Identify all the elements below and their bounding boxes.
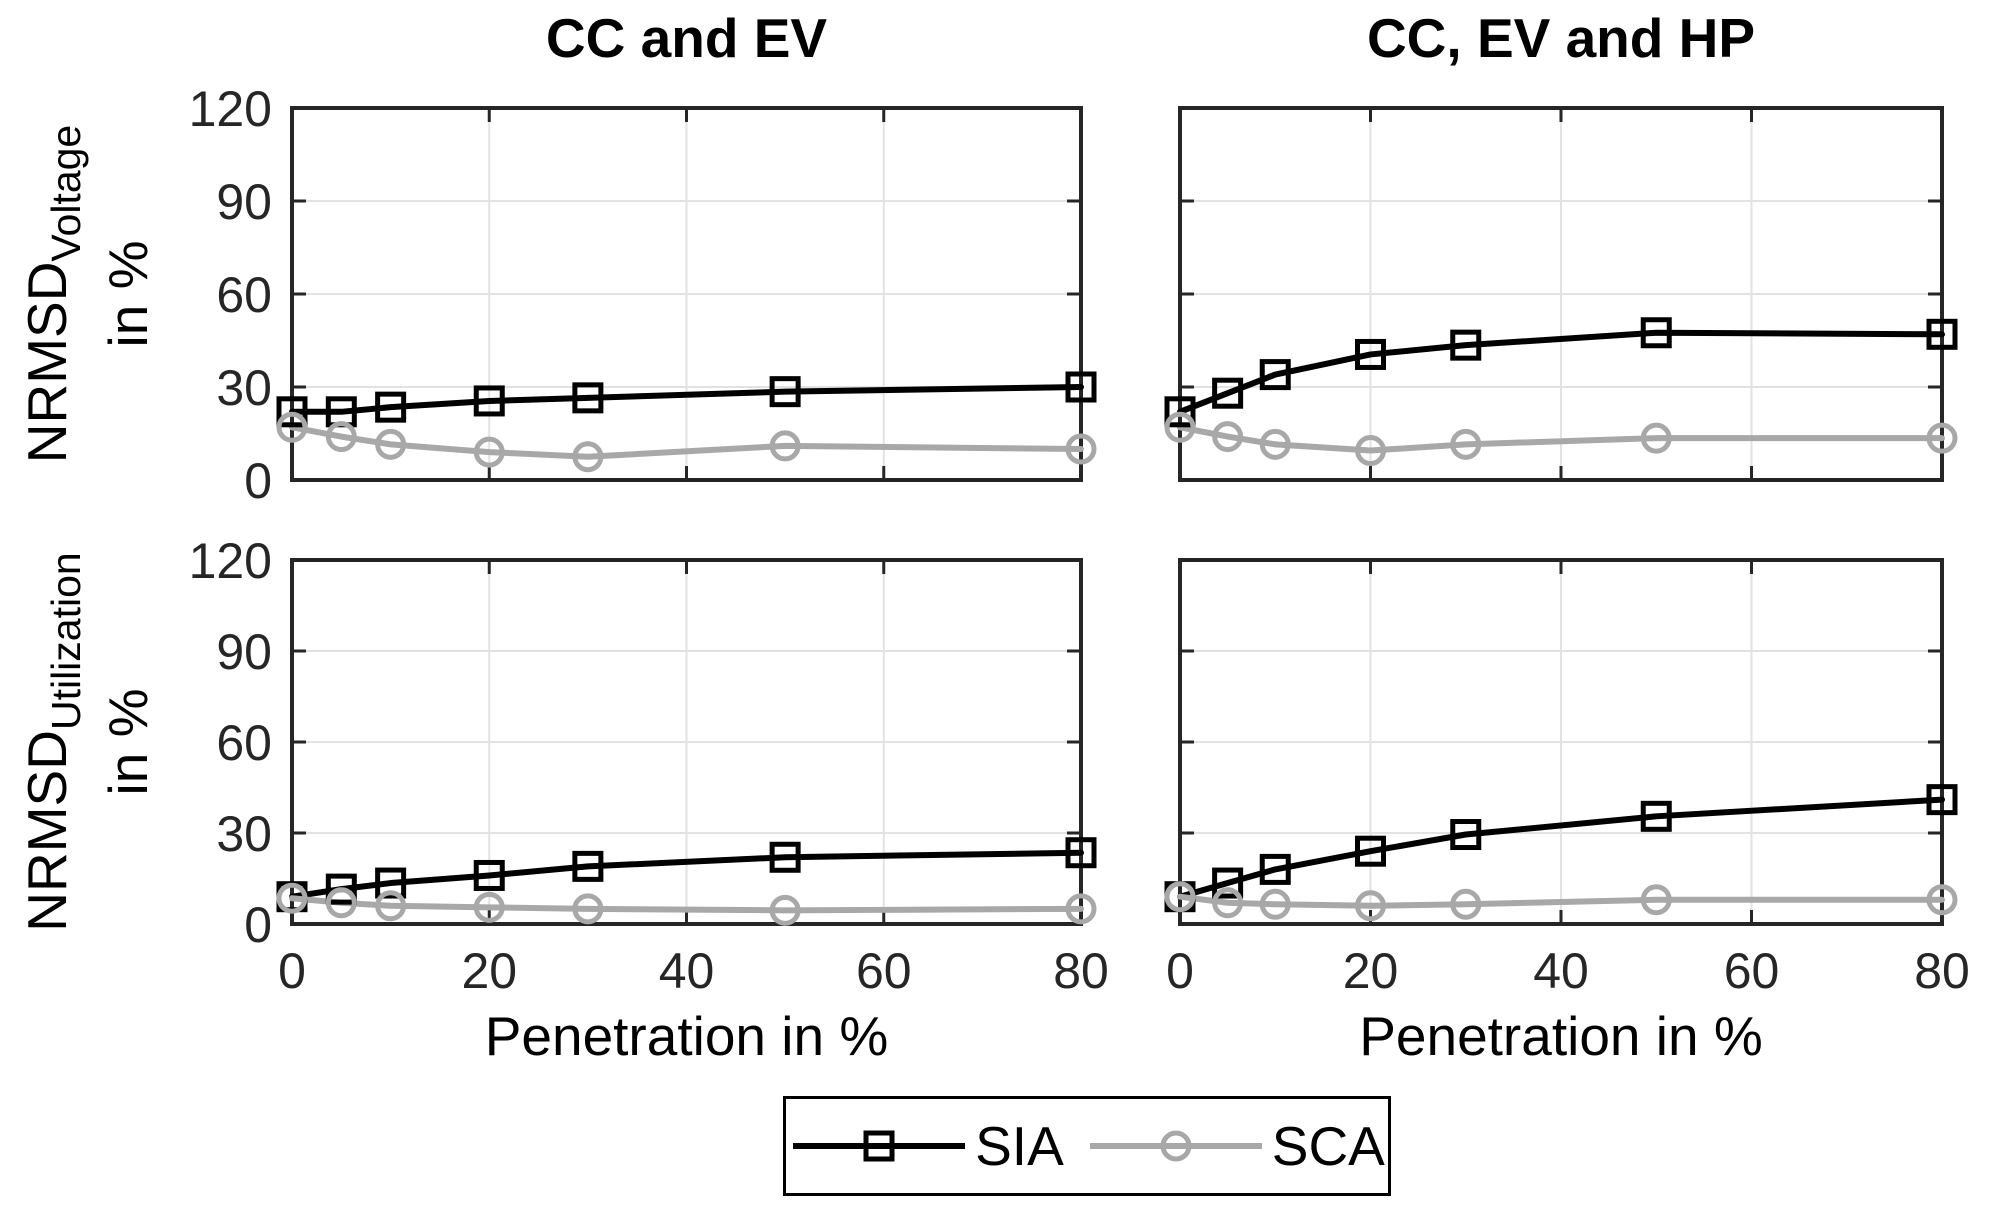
x-tick-label: 80 [1053,943,1109,999]
x-axis-label-left: Penetration in % [484,1005,889,1067]
legend-label: SIA [975,1115,1064,1177]
y-axis-label-unit: in % [97,688,159,796]
series-line-sca [1177,893,1945,909]
plot-title-left: CC and EV [545,7,828,69]
plot-title-right: CC, EV and HP [1366,7,1756,69]
x-tick-label: 40 [1533,943,1589,999]
y-tick-label: 120 [189,81,272,137]
y-axis-label-unit: in % [97,240,159,348]
legend-label: SCA [1271,1115,1385,1177]
x-tick-label: 0 [1166,943,1194,999]
legend-circle-sample-icon [1089,1130,1262,1162]
y-tick-label: 90 [216,174,272,230]
y-tick-label: 0 [244,453,272,509]
legend-item-sia: SIA [789,1114,1064,1178]
y-axis-label-utilization: NRMSDUtilization in % [16,532,159,952]
y-tick-label: 60 [216,267,272,323]
y-axis-label-subscript: Voltage [43,124,89,262]
x-tick-label: 40 [659,943,715,999]
y-axis-label-utilization-line1: NRMSDUtilization [16,532,97,952]
x-tick-label: 0 [278,943,306,999]
x-tick-label: 80 [1914,943,1970,999]
y-axis-label-subscript: Utilization [43,552,89,731]
y-tick-label: 90 [216,624,272,680]
x-tick-label: 60 [1724,943,1780,999]
x-tick-label: 60 [856,943,912,999]
plot-utilization-cc-ev: 0 30 60 90 120 0 20 40 60 80 [189,533,1109,999]
series-line-sia [1177,329,1945,415]
plot-utilization-cc-ev-hp: 0 20 40 60 80 [1164,558,1970,999]
y-tick-label: 60 [216,715,272,771]
x-tick-label: 20 [1343,943,1399,999]
legend-item-sca: SCA [1086,1114,1385,1178]
series-line-sia [289,384,1084,415]
y-tick-label: 120 [189,533,272,589]
x-tick-label: 20 [461,943,517,999]
y-axis-label-voltage: NRMSDVoltage in % [16,84,159,504]
y-axis-label-voltage-line1: NRMSDVoltage [16,84,97,504]
y-tick-label: 0 [244,897,272,953]
series-line-sca [1177,424,1945,454]
x-axis-label-right: Penetration in % [1359,1005,1763,1067]
legend: SIA SCA [783,1096,1391,1196]
y-axis-label-prefix: NRMSD [16,730,78,932]
series-line-sca [289,424,1084,460]
y-tick-label: 30 [216,806,272,862]
series-line-sia [1177,796,1945,900]
plot-voltage-cc-ev: 0 30 60 90 120 [189,81,1097,509]
y-axis-label-prefix: NRMSD [16,261,78,464]
y-tick-label: 30 [216,360,272,416]
legend-square-sample-icon [793,1130,966,1162]
plot-voltage-cc-ev-hp [1164,106,1958,482]
